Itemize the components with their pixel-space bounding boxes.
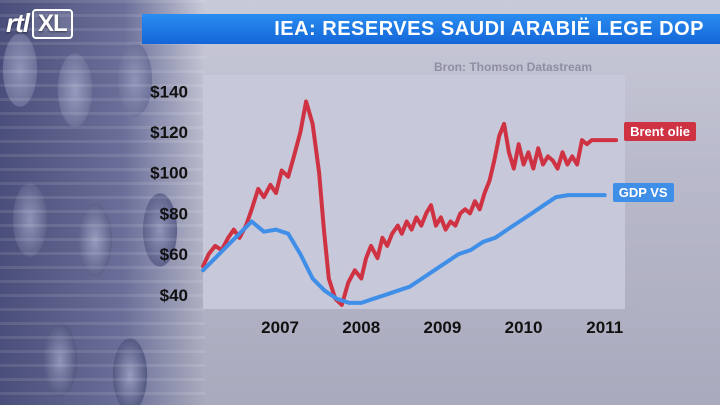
x-tick-label: 2010 [505, 318, 543, 337]
brent-series-label: Brent olie [624, 122, 697, 142]
x-tick-label: 2008 [342, 318, 380, 337]
x-tick-label: 2007 [261, 318, 299, 337]
x-tick-label: 2009 [423, 318, 461, 337]
y-tick-label: $60 [160, 245, 188, 264]
page-title: IEA: RESERVES SAUDI ARABIË LEGE DOP [274, 18, 704, 40]
rtl-xl-logo: rtl XL [6, 8, 73, 39]
title-bar: IEA: RESERVES SAUDI ARABIË LEGE DOP [142, 14, 720, 44]
gdp-series-label: GDP VS [612, 183, 674, 203]
y-tick-label: $140 [150, 82, 188, 101]
brent-series-line [201, 99, 619, 307]
y-tick-label: $40 [160, 286, 188, 305]
barrel-background [0, 0, 205, 405]
y-tick-label: $80 [160, 204, 188, 223]
logo-rtl-text: rtl [6, 8, 30, 38]
logo-xl-badge: XL [32, 8, 73, 39]
y-tick-label: $100 [150, 164, 188, 183]
x-tick-label: 2011 [586, 318, 623, 337]
source-note: Bron: Thomson Datastream [434, 60, 593, 74]
y-tick-label: $120 [150, 123, 188, 142]
gdp-series-line [201, 193, 607, 305]
